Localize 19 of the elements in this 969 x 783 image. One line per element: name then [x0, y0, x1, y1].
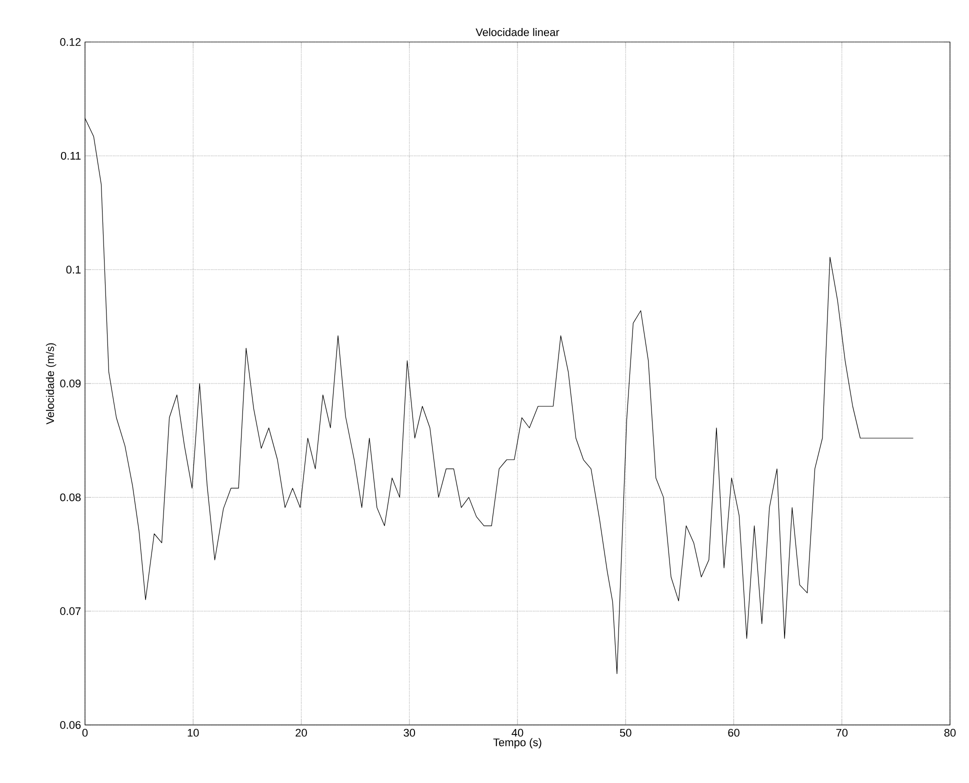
- y-tick-label: 0.07: [60, 607, 81, 616]
- chart-title: Velocidade linear: [476, 28, 560, 36]
- x-tick-label: 50: [620, 728, 632, 737]
- x-tick-label: 80: [944, 728, 956, 737]
- x-tick-label: 70: [836, 728, 848, 737]
- x-axis-title: Tempo (s): [493, 738, 542, 748]
- x-tick-label: 10: [188, 728, 199, 737]
- x-tick-label: 30: [404, 728, 416, 737]
- y-tick-label: 0.11: [60, 152, 81, 160]
- y-tick-label: 0.06: [60, 721, 81, 729]
- x-tick-label: 20: [296, 728, 307, 737]
- x-tick-label: 60: [728, 728, 740, 737]
- y-tick-label: 0.12: [60, 38, 81, 46]
- x-tick-label: 40: [512, 728, 524, 737]
- y-tick-label: 0.09: [60, 380, 81, 388]
- y-axis-title: Velocidade (m/s): [46, 343, 56, 424]
- x-tick-label: 0: [82, 728, 88, 737]
- y-tick-label: 0.1: [66, 266, 81, 274]
- y-tick-label: 0.08: [60, 493, 81, 502]
